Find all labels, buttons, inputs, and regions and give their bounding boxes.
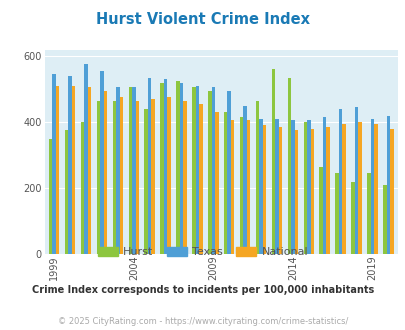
Bar <box>65 130 68 254</box>
Bar <box>199 104 202 254</box>
Bar <box>335 173 338 254</box>
Bar <box>224 112 227 254</box>
Bar <box>350 182 354 254</box>
Bar <box>52 74 56 254</box>
Bar <box>271 69 275 254</box>
Bar <box>255 101 259 254</box>
Bar <box>207 91 211 254</box>
Legend: Hurst, Texas, National: Hurst, Texas, National <box>93 243 312 262</box>
Bar <box>370 119 373 254</box>
Bar <box>290 120 294 254</box>
Bar <box>119 97 123 254</box>
Bar <box>389 129 392 254</box>
Bar <box>230 120 234 254</box>
Bar <box>215 112 218 254</box>
Text: Crime Index corresponds to incidents per 100,000 inhabitants: Crime Index corresponds to incidents per… <box>32 285 373 295</box>
Bar <box>116 87 119 254</box>
Bar <box>354 107 357 254</box>
Bar <box>164 79 167 254</box>
Bar <box>72 86 75 254</box>
Bar <box>135 101 139 254</box>
Bar <box>294 130 297 254</box>
Bar <box>96 101 100 254</box>
Bar <box>128 87 132 254</box>
Bar <box>322 117 326 254</box>
Bar <box>326 127 329 254</box>
Bar <box>84 64 87 254</box>
Bar <box>87 87 91 254</box>
Bar <box>373 124 377 254</box>
Bar <box>49 139 52 254</box>
Bar <box>81 122 84 254</box>
Bar <box>68 76 72 254</box>
Bar <box>259 119 262 254</box>
Bar <box>195 86 199 254</box>
Bar <box>341 124 345 254</box>
Bar <box>319 167 322 254</box>
Bar <box>56 86 59 254</box>
Bar <box>338 109 341 254</box>
Bar <box>246 120 250 254</box>
Bar <box>382 185 386 254</box>
Bar <box>310 129 313 254</box>
Bar <box>386 115 389 254</box>
Bar <box>306 120 310 254</box>
Text: Hurst Violent Crime Index: Hurst Violent Crime Index <box>96 12 309 26</box>
Bar <box>357 122 361 254</box>
Bar <box>192 87 195 254</box>
Bar <box>151 99 155 254</box>
Bar <box>262 125 266 254</box>
Bar <box>227 91 230 254</box>
Bar <box>303 122 306 254</box>
Bar <box>100 71 103 254</box>
Bar <box>211 87 215 254</box>
Bar <box>144 109 147 254</box>
Bar <box>167 97 171 254</box>
Bar <box>160 82 164 254</box>
Bar <box>112 101 116 254</box>
Bar <box>243 106 246 254</box>
Bar <box>278 127 281 254</box>
Bar <box>132 87 135 254</box>
Bar <box>176 81 179 254</box>
Bar <box>103 91 107 254</box>
Bar <box>366 173 370 254</box>
Bar <box>275 119 278 254</box>
Bar <box>239 117 243 254</box>
Bar <box>147 78 151 254</box>
Bar <box>183 101 186 254</box>
Text: © 2025 CityRating.com - https://www.cityrating.com/crime-statistics/: © 2025 CityRating.com - https://www.city… <box>58 317 347 326</box>
Bar <box>287 78 290 254</box>
Bar <box>179 82 183 254</box>
